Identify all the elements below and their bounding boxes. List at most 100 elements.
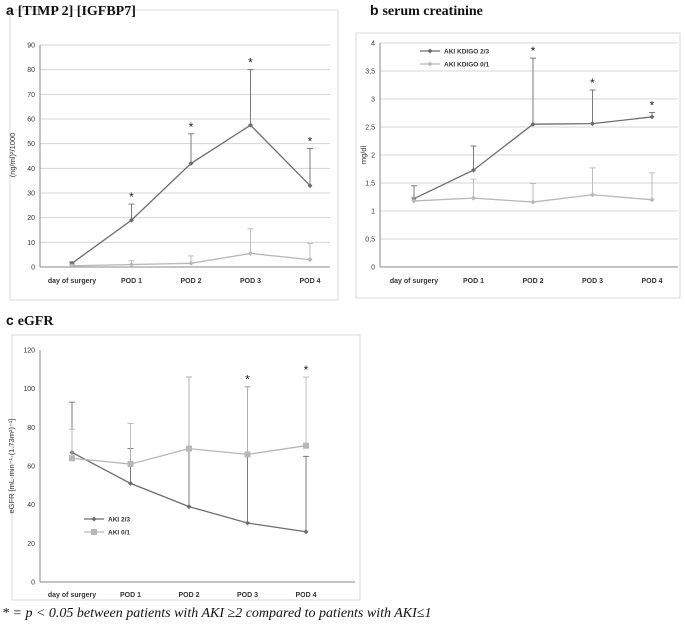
y-tick-label: 30 [27, 191, 35, 198]
legend-label: AKI 2/3 [108, 517, 130, 524]
y-axis-label: eGFR [mL·min⁻¹·(1.73m²)⁻¹] [7, 418, 16, 513]
data-point [530, 199, 536, 205]
significance-marker: * [245, 373, 250, 387]
legend-marker [427, 61, 433, 67]
data-point [530, 121, 536, 127]
significance-marker: * [590, 76, 595, 90]
data-point [411, 198, 417, 204]
chart-frame [355, 32, 681, 299]
y-tick-label: 10 [27, 240, 35, 247]
x-tick-label: POD 4 [299, 278, 320, 285]
y-axis-label: (ng/ml)²/1000 [8, 133, 17, 178]
x-tick-label: POD 3 [237, 592, 258, 599]
data-point [307, 257, 313, 263]
y-tick-label: 50 [27, 141, 35, 148]
y-tick-label: 20 [27, 541, 35, 548]
data-point [129, 217, 134, 223]
data-point [248, 122, 253, 128]
chart-title: c eGFR [6, 312, 54, 329]
data-point [649, 197, 655, 203]
data-point [186, 504, 192, 510]
y-tick-label: 0 [31, 265, 35, 272]
title-text: eGFR [18, 314, 55, 329]
panel-letter: a [6, 2, 18, 18]
x-tick-label: day of surgery [390, 278, 438, 285]
x-tick-label: day of surgery [48, 278, 96, 285]
y-tick-label: 100 [23, 386, 35, 393]
y-tick-label: 1 [371, 209, 375, 216]
significance-marker: * [308, 135, 313, 149]
panel-letter: c [6, 312, 18, 328]
x-tick-label: POD 2 [522, 278, 543, 285]
y-tick-label: 60 [27, 464, 35, 471]
chart-title: a [TIMP 2] [IGFBP7] [6, 2, 136, 19]
footnote: * = p < 0.05 between patients with AKI ≥… [2, 606, 432, 621]
y-tick-label: 2,5 [365, 125, 375, 132]
data-point [186, 445, 192, 452]
y-tick-label: 0 [31, 580, 35, 587]
chart-panel-c: c eGFR 0 20 40 60 80 100 120 day of surgery POD 1… [6, 312, 361, 601]
legend-marker [91, 516, 97, 522]
data-point [590, 192, 595, 198]
data-point [590, 121, 595, 127]
data-point [129, 262, 134, 268]
y-tick-label: 1,5 [365, 181, 375, 188]
data-point [649, 114, 655, 120]
legend-label: AKI 0/1 [108, 530, 130, 537]
x-tick-label: POD 1 [121, 278, 142, 285]
y-tick-label: 70 [27, 92, 35, 99]
x-tick-label: POD 3 [240, 278, 261, 285]
y-tick-label: 2 [371, 153, 375, 160]
y-tick-label: 120 [23, 348, 35, 355]
data-point [188, 260, 194, 266]
chart-frame [9, 9, 339, 301]
significance-marker: * [189, 120, 194, 134]
y-tick-label: 0 [371, 265, 375, 272]
title-text: serum creatinine [382, 4, 482, 19]
y-tick-label: 3 [371, 97, 375, 104]
x-tick-label: POD 1 [120, 592, 141, 599]
x-tick-label: POD 4 [295, 592, 316, 599]
y-tick-label: 4 [371, 41, 375, 48]
x-tick-label: POD 4 [641, 278, 662, 285]
data-point [471, 167, 476, 173]
x-tick-label: day of surgery [48, 592, 96, 599]
chart-title: b serum creatinine [370, 2, 483, 19]
chart-frame [11, 334, 361, 601]
data-point [307, 183, 313, 189]
significance-marker: * [248, 56, 253, 70]
significance-marker: * [650, 98, 655, 112]
data-point [127, 461, 134, 468]
data-point [69, 455, 75, 462]
panel-letter: b [370, 2, 382, 18]
y-axis-label: mg/dl [359, 145, 368, 164]
data-point [244, 451, 251, 458]
data-point [248, 250, 253, 256]
significance-marker: * [304, 363, 309, 377]
significance-marker: * [129, 190, 134, 204]
x-tick-label: POD 3 [582, 278, 603, 285]
y-tick-label: 90 [27, 43, 35, 50]
y-tick-label: 80 [27, 425, 35, 432]
legend-marker [91, 529, 97, 535]
chart-panel-b: b serum creatinine 0 0,5 1 1,5 2 2,5 3 3,5 4 day o… [355, 2, 681, 299]
legend-label: AKI KDIGO 0/1 [444, 62, 490, 69]
y-tick-label: 60 [27, 117, 35, 124]
data-point [303, 442, 309, 449]
x-tick-label: POD 2 [180, 278, 201, 285]
data-point [69, 263, 75, 269]
data-point [128, 480, 133, 486]
significance-marker: * [531, 44, 536, 58]
x-tick-label: POD 2 [178, 592, 199, 599]
data-point [471, 195, 476, 201]
data-point [303, 529, 309, 535]
data-point [188, 160, 194, 166]
legend-label: AKI KDIGO 2/3 [444, 49, 490, 56]
y-tick-label: 0,5 [365, 237, 375, 244]
y-tick-label: 20 [27, 215, 35, 222]
y-tick-label: 40 [27, 502, 35, 509]
x-tick-label: POD 1 [463, 278, 484, 285]
chart-panel-a: a [TIMP 2] [IGFBP7] 0 10 20 30 40 50 60 70 80 90 da… [6, 2, 339, 301]
y-tick-label: 40 [27, 166, 35, 173]
